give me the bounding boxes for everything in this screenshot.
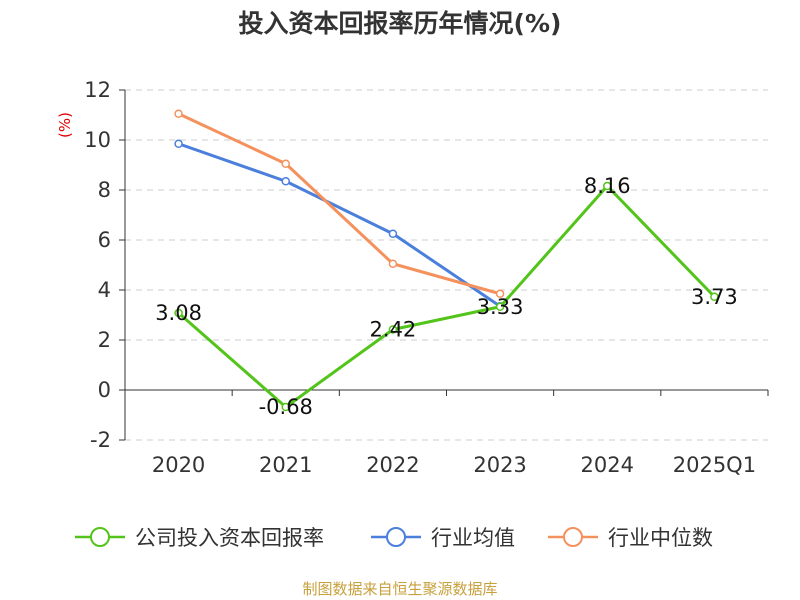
data-label: 8.16 (584, 174, 631, 198)
legend-swatch-marker (90, 527, 110, 547)
x-tick-label: 2021 (259, 453, 312, 477)
data-label: 3.33 (477, 295, 524, 319)
x-tick-label: 2025Q1 (673, 453, 756, 477)
legend: 公司投入资本回报率 行业均值 行业中位数 (75, 526, 713, 550)
series-line (177, 112, 501, 296)
axes: -2 0 2 4 6 8 10 12 2020 2021 2022 2023 2024 2025Q1 (84, 78, 769, 477)
legend-label: 行业均值 (431, 526, 515, 550)
data-point (710, 292, 719, 301)
x-tick-label: 2023 (473, 453, 526, 477)
legend-swatch-marker (386, 527, 406, 547)
x-tick-label: 2024 (581, 453, 634, 477)
chart-title: 投入资本回报率历年情况(%) (239, 9, 562, 38)
data-point (388, 229, 398, 238)
gridlines (125, 89, 768, 441)
data-point (281, 177, 290, 186)
data-label: -0.68 (259, 395, 313, 419)
source-note: 制图数据来自恒生聚源数据库 (302, 580, 497, 598)
y-tick-label: 12 (84, 78, 111, 102)
y-tick-label: 8 (98, 178, 111, 202)
data-point (388, 259, 398, 268)
series-line (178, 142, 501, 308)
data-point (174, 308, 183, 318)
legend-label: 行业中位数 (608, 526, 713, 550)
y-tick-label: 2 (98, 328, 111, 352)
legend-label: 公司投入资本回报率 (135, 526, 324, 550)
data-point (281, 402, 290, 412)
legend-swatch-marker (563, 527, 583, 547)
data-point (281, 159, 290, 168)
x-tick-label: 2020 (152, 453, 205, 477)
y-tick-label: 0 (98, 378, 111, 402)
y-axis-label: (%) (56, 112, 74, 138)
data-label: 3.73 (691, 285, 738, 309)
data-point (603, 181, 612, 191)
data-label: 3.08 (155, 301, 202, 325)
data-label: 2.42 (370, 318, 417, 342)
y-tick-label: 4 (98, 278, 111, 302)
y-tick-label: 6 (98, 228, 111, 252)
data-labels: 3.08 -0.68 2.42 3.33 8.16 3.73 (155, 174, 738, 419)
data-point (388, 325, 398, 334)
y-tick-label: -2 (90, 428, 111, 452)
series-layer (174, 109, 719, 412)
series-line (177, 184, 716, 409)
data-point (495, 302, 505, 311)
y-tick-label: 10 (84, 128, 111, 152)
data-point (495, 289, 505, 298)
data-point (174, 109, 183, 118)
data-point (174, 139, 183, 148)
x-tick-label: 2022 (366, 453, 419, 477)
